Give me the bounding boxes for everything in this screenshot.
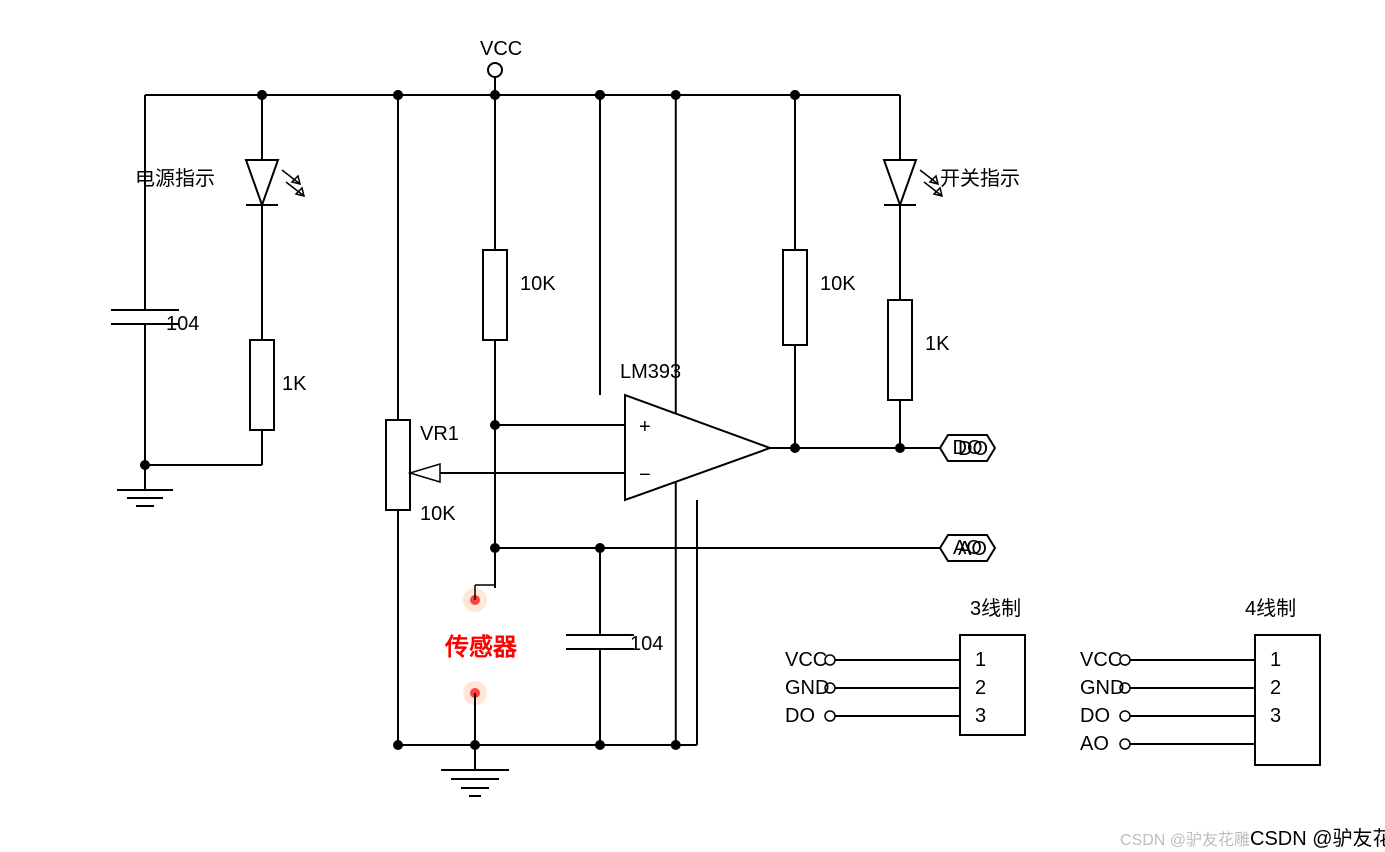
label-c2: 104 [630, 633, 663, 655]
label-ic: LM393 [620, 361, 681, 383]
svg-text:2: 2 [975, 677, 986, 699]
svg-text:AO: AO [953, 537, 982, 559]
label-vcc: VCC [480, 38, 522, 60]
label-vr1v: 10K [420, 503, 456, 525]
svg-text:AO: AO [1080, 733, 1109, 755]
svg-text:1: 1 [975, 649, 986, 671]
svg-text:−: − [639, 464, 651, 486]
svg-text:GND: GND [1080, 677, 1124, 699]
svg-text:+: + [639, 416, 651, 438]
label-conn4_title: 4线制 [1245, 597, 1296, 620]
svg-text:DO: DO [785, 705, 815, 727]
svg-text:VCC: VCC [1080, 649, 1122, 671]
label-watermark: CSDN @驴友花雕 [1250, 827, 1385, 850]
svg-text:1: 1 [1270, 649, 1281, 671]
svg-text:DO: DO [953, 437, 983, 459]
label-switch_led: 开关指示 [940, 167, 1020, 190]
svg-text:GND: GND [785, 677, 829, 699]
label-c1: 104 [166, 313, 199, 335]
label-r_led2: 1K [925, 333, 950, 355]
watermark: CSDN @驴友花雕 [1120, 831, 1250, 849]
svg-text:VCC: VCC [785, 649, 827, 671]
label-sensor: 传感器 [444, 633, 518, 661]
label-r3: 10K [520, 273, 556, 295]
label-r_led1: 1K [282, 373, 307, 395]
label-power_led: 电源指示 [135, 167, 215, 190]
label-r_pull: 10K [820, 273, 856, 295]
svg-text:DO: DO [1080, 705, 1110, 727]
svg-text:2: 2 [1270, 677, 1281, 699]
label-conn3_title: 3线制 [970, 597, 1021, 620]
circuit-schematic: + − VCC 1 GND 2 DO 3 VCC 1 GND 2 DO 3 AO VCC 电源指示 开关指示 104… [0, 0, 1385, 852]
svg-text:3: 3 [1270, 705, 1281, 727]
svg-text:3: 3 [975, 705, 986, 727]
label-vr1: VR1 [420, 423, 459, 445]
